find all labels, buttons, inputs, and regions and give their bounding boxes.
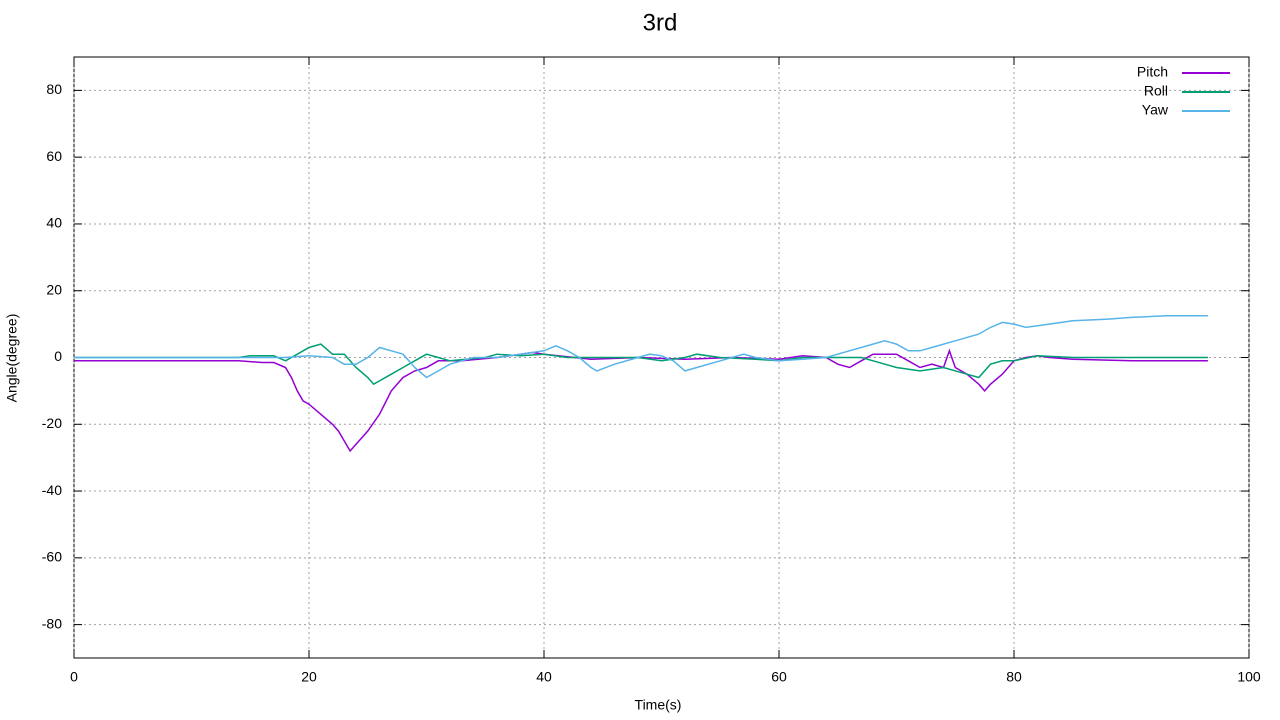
x-tick-label: 60	[771, 669, 787, 685]
y-tick-label: 60	[46, 148, 62, 164]
y-tick-label: -60	[42, 549, 62, 565]
legend-label: Roll	[1144, 83, 1168, 99]
legend-label: Pitch	[1137, 64, 1168, 80]
x-tick-label: 0	[70, 669, 78, 685]
y-axis-label: Angle(degree)	[4, 314, 20, 403]
series-line	[74, 315, 1208, 379]
series-line	[74, 343, 1208, 386]
x-tick-label: 40	[536, 669, 552, 685]
y-tick-label: 0	[54, 348, 62, 364]
y-tick-label: 80	[46, 81, 62, 97]
legend-label: Yaw	[1142, 102, 1169, 118]
x-tick-label: 20	[301, 669, 317, 685]
series-line	[74, 348, 1208, 453]
y-tick-label: -40	[42, 482, 62, 498]
x-tick-label: 100	[1237, 669, 1261, 685]
chart-title: 3rd	[643, 9, 678, 36]
y-tick-label: -80	[42, 615, 62, 631]
y-tick-label: -20	[42, 415, 62, 431]
y-tick-label: 20	[46, 281, 62, 297]
x-tick-label: 80	[1006, 669, 1022, 685]
x-axis-label: Time(s)	[635, 697, 682, 713]
y-tick-label: 40	[46, 215, 62, 231]
